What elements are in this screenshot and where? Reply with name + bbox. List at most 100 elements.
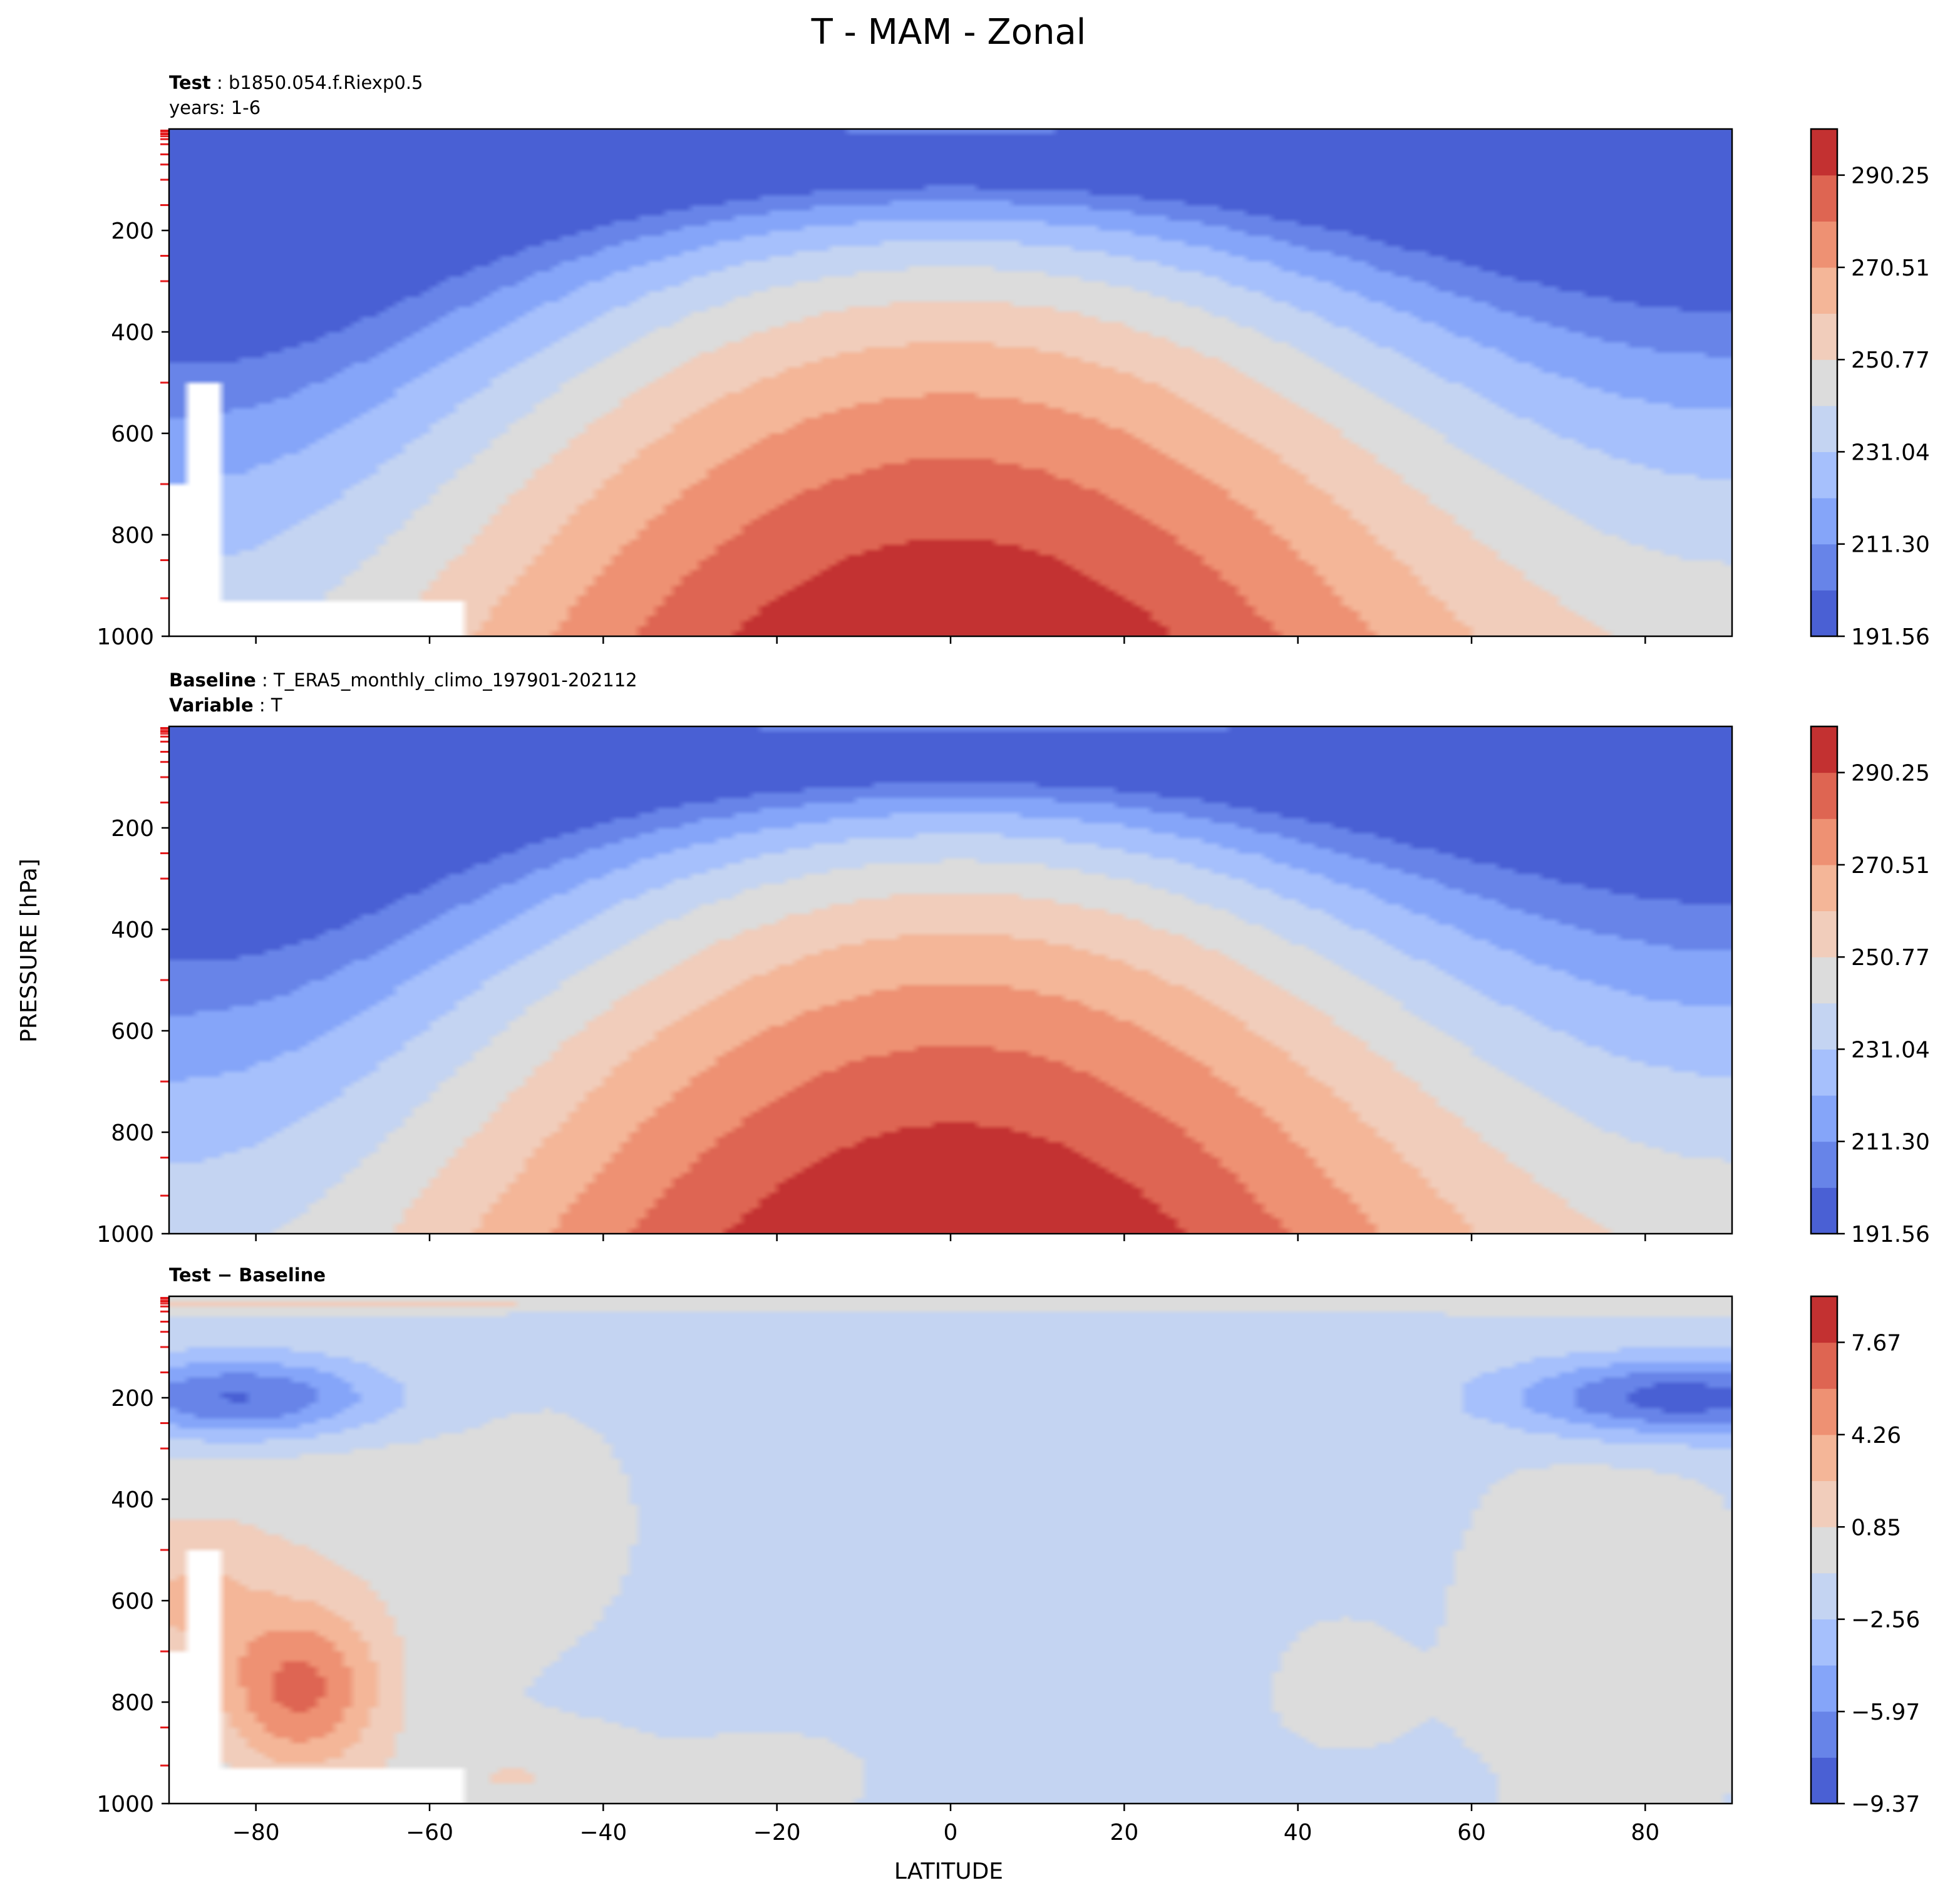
- colorbar-tick-label: 7.67: [1851, 1330, 1901, 1356]
- y-tick-label: 400: [111, 917, 154, 943]
- figure-title: T - MAM - Zonal: [811, 12, 1086, 53]
- x-tick-label: −60: [406, 1820, 453, 1846]
- y-tick-label: 600: [111, 1019, 154, 1045]
- colorbar-level: [1811, 267, 1837, 314]
- colorbar-level: [1811, 1049, 1837, 1096]
- colorbar-level: [1811, 1434, 1837, 1482]
- colorbar-tick-label: 270.51: [1851, 256, 1930, 281]
- colorbar-tick-label: 191.56: [1851, 1222, 1930, 1247]
- colorbar-tick-label: 211.30: [1851, 532, 1930, 558]
- colorbar-level: [1811, 1141, 1837, 1188]
- y-tick-label: 400: [111, 1487, 154, 1513]
- colorbar-level: [1811, 405, 1837, 452]
- header-value: years: 1-6: [169, 97, 260, 118]
- x-tick-label: 0: [944, 1820, 958, 1846]
- panel-header-line: Test − Baseline: [169, 1264, 326, 1286]
- header-value: T_ERA5_monthly_climo_197901-202112: [273, 669, 637, 691]
- colorbar-level: [1811, 590, 1837, 637]
- header-key: Baseline: [169, 669, 256, 691]
- colorbar: −9.37 −5.97 −2.56 0.85 4.26 7.67: [1810, 1295, 1920, 1817]
- y-tick-label: 200: [111, 1386, 154, 1412]
- colorbar-level: [1811, 129, 1837, 176]
- colorbar-level: [1811, 1003, 1837, 1050]
- colorbar-level: [1811, 1095, 1837, 1142]
- colorbar-level: [1811, 726, 1837, 773]
- header-separator: :: [211, 72, 229, 93]
- header-key: Variable: [169, 694, 254, 716]
- colorbar-tick-label: 231.04: [1851, 440, 1930, 465]
- y-tick-label: 1000: [96, 1792, 154, 1817]
- x-tick-label: −20: [753, 1820, 801, 1846]
- panel-header-line: Test : b1850.054.f.Riexp0.5: [169, 72, 423, 93]
- panels: Test : b1850.054.f.Riexp0.5 years: 1-6 200…: [96, 72, 1930, 1846]
- x-tick-label: 80: [1631, 1820, 1659, 1846]
- y-tick-label: 200: [111, 816, 154, 842]
- header-key: Test: [169, 72, 211, 93]
- header-value: T: [271, 694, 282, 716]
- colorbar-frame: [1810, 725, 1839, 1235]
- x-tick-label: −40: [579, 1820, 627, 1846]
- header-separator: :: [256, 669, 274, 691]
- y-tick-label: 400: [111, 320, 154, 346]
- colorbar-tick-label: 4.26: [1851, 1423, 1901, 1448]
- colorbar-tick-label: 231.04: [1851, 1037, 1930, 1063]
- colorbar-level: [1811, 452, 1837, 498]
- colorbar-level: [1811, 359, 1837, 406]
- colorbar-level: [1811, 175, 1837, 222]
- header-key: Test − Baseline: [169, 1264, 326, 1286]
- panel-header-line: years: 1-6: [169, 97, 260, 118]
- colorbar-tick-label: 191.56: [1851, 624, 1930, 650]
- colorbar-level: [1811, 1187, 1837, 1234]
- colorbar-level: [1811, 772, 1837, 819]
- colorbar-level: [1811, 864, 1837, 912]
- colorbar-level: [1811, 1342, 1837, 1389]
- contour-field: [169, 1296, 1732, 1804]
- x-tick-label: 40: [1284, 1820, 1313, 1846]
- colorbar-level: [1811, 1296, 1837, 1343]
- y-tick-label: 600: [111, 421, 154, 447]
- y-tick-label: 1000: [96, 1222, 154, 1247]
- shared-y-label: PRESSURE [hPa]: [16, 859, 42, 1043]
- colorbar-tick-label: 211.30: [1851, 1130, 1930, 1155]
- colorbar-level: [1811, 1480, 1837, 1527]
- colorbar-tick-label: −2.56: [1851, 1608, 1920, 1633]
- colorbar-frame: [1810, 1295, 1839, 1805]
- colorbar-tick-label: 0.85: [1851, 1515, 1901, 1541]
- colorbar-level: [1811, 1711, 1837, 1758]
- colorbar-level: [1811, 1619, 1837, 1666]
- colorbar-level: [1811, 1572, 1837, 1619]
- colorbar-level: [1811, 544, 1837, 591]
- x-axis-label: LATITUDE: [894, 1859, 1003, 1884]
- colorbar-level: [1811, 818, 1837, 865]
- colorbar-level: [1811, 1527, 1837, 1574]
- colorbar-tick-label: 290.25: [1851, 761, 1930, 787]
- x-tick-label: −80: [232, 1820, 280, 1846]
- colorbar-tick-label: 290.25: [1851, 163, 1930, 189]
- contour-field: [169, 129, 1732, 636]
- colorbar-frame: [1810, 128, 1839, 638]
- panel-test: Test : b1850.054.f.Riexp0.5 years: 1-6 200…: [96, 72, 1930, 650]
- colorbar-tick-label: 270.51: [1851, 853, 1930, 879]
- colorbar-level: [1811, 498, 1837, 545]
- colorbar-tick-label: 250.77: [1851, 348, 1930, 373]
- colorbar-level: [1811, 1388, 1837, 1435]
- colorbar-level: [1811, 313, 1837, 360]
- colorbar-level: [1811, 221, 1837, 268]
- contour-field: [169, 726, 1732, 1234]
- colorbar-level: [1811, 957, 1837, 1004]
- colorbar-tick-label: −9.37: [1851, 1792, 1920, 1817]
- header-separator: :: [254, 694, 271, 716]
- y-tick-label: 800: [111, 1690, 154, 1716]
- panel-baseline: Baseline : T_ERA5_monthly_climo_197901-2…: [96, 669, 1930, 1247]
- panel-header-line: Variable : T: [169, 694, 282, 716]
- y-tick-label: 800: [111, 523, 154, 549]
- colorbar-level: [1811, 1665, 1837, 1712]
- colorbar-level: [1811, 911, 1837, 958]
- x-tick-label: 60: [1457, 1820, 1486, 1846]
- colorbar: 191.56 211.30 231.04 250.77 270.51 290.25: [1810, 725, 1930, 1247]
- y-tick-label: 800: [111, 1120, 154, 1146]
- colorbar: 191.56 211.30 231.04 250.77 270.51 290.25: [1810, 128, 1930, 650]
- colorbar-level: [1811, 1757, 1837, 1804]
